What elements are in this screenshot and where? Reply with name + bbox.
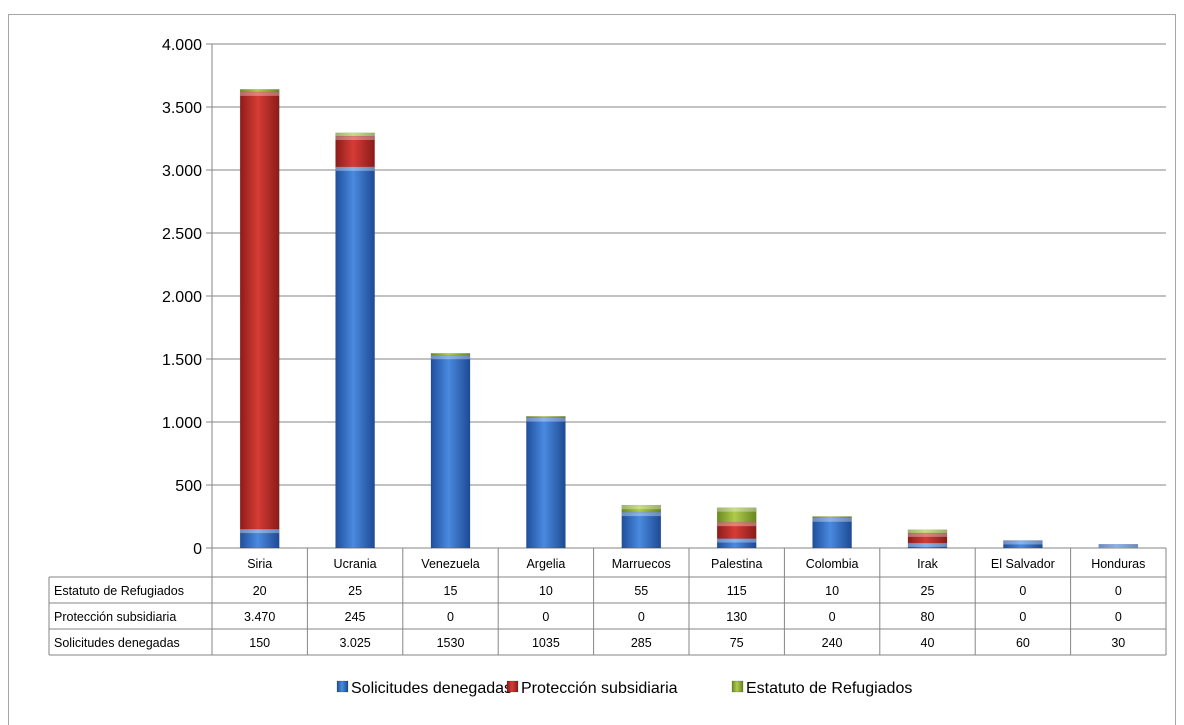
- bar-highlight: [621, 505, 661, 510]
- bar-highlight: [717, 507, 757, 512]
- bar-segment: [812, 516, 852, 519]
- bar-segment: [239, 89, 280, 93]
- table-cell: 10: [825, 584, 839, 598]
- legend-label: Estatuto de Refugiados: [746, 680, 912, 697]
- table-cell: 0: [1019, 610, 1026, 624]
- legend-swatch: [336, 680, 349, 693]
- table-cell: 60: [1016, 636, 1030, 650]
- bar-segment: [335, 135, 375, 168]
- bar-highlight: [335, 132, 375, 136]
- bar-highlight: [1003, 540, 1043, 545]
- table-cell: 0: [447, 610, 454, 624]
- category-label: Irak: [917, 557, 939, 571]
- table-cell: 0: [542, 610, 549, 624]
- legend: Solicitudes denegadas Protección subsidia…: [336, 680, 912, 697]
- bar-segment: [1098, 543, 1139, 549]
- category-label: Ucrania: [334, 557, 377, 571]
- bars: [239, 89, 1139, 549]
- table-cell: 285: [631, 636, 652, 650]
- bar-segment: [812, 517, 852, 549]
- table-cell: 1530: [437, 636, 465, 650]
- category-label: Venezuela: [421, 557, 479, 571]
- table-cell: 245: [345, 610, 366, 624]
- y-tick-label: 3.000: [162, 163, 202, 180]
- bar-segment: [621, 504, 662, 513]
- category-label: Marruecos: [612, 557, 671, 571]
- bar-highlight: [335, 135, 375, 140]
- bar-segment: [621, 511, 662, 549]
- y-tick-label: 4.000: [162, 37, 202, 54]
- bar-segment: [430, 354, 471, 549]
- bar-segment: [526, 417, 566, 549]
- table-cell: 20: [253, 584, 267, 598]
- category-label: Palestina: [711, 557, 762, 571]
- table-cell: 0: [829, 610, 836, 624]
- y-tick-label: 1.000: [162, 415, 202, 432]
- y-axis-ticks: 0 500 1.000 1.500 2.000 2.500 3.000 3.500 4.000: [162, 37, 202, 558]
- data-table: Siria Ucrania Venezuela Argelia Marruecos Pal…: [48, 548, 1167, 656]
- legend-swatch: [506, 680, 519, 693]
- y-tick-label: 500: [175, 478, 202, 495]
- legend-swatch: [731, 680, 744, 693]
- table-cell: 3.470: [244, 610, 275, 624]
- bar-highlight: [717, 538, 757, 543]
- category-label: Honduras: [1091, 557, 1145, 571]
- bar-segment: [1003, 540, 1043, 549]
- table-cell: 15: [444, 584, 458, 598]
- bar-highlight: [621, 512, 661, 517]
- table-cell: 75: [730, 636, 744, 650]
- chart-frame: [8, 14, 1176, 725]
- table-cell: 0: [1115, 610, 1122, 624]
- bar-highlight: [335, 166, 375, 171]
- y-tick-label: 1.500: [162, 352, 202, 369]
- bar-highlight: [907, 542, 948, 547]
- table-cell: 130: [726, 610, 747, 624]
- bar-highlight: [907, 532, 948, 537]
- bar-highlight: [240, 529, 280, 534]
- bar-highlight: [907, 529, 948, 533]
- bar-highlight: [717, 522, 757, 527]
- legend-label: Protección subsidiaria: [521, 680, 678, 697]
- table-cell: 80: [921, 610, 935, 624]
- table-cell: 10: [539, 584, 553, 598]
- table-cell: 240: [822, 636, 843, 650]
- table-cell: 0: [1019, 584, 1026, 598]
- y-tick-label: 2.500: [162, 226, 202, 243]
- bar-highlight: [812, 517, 852, 522]
- table-cell: 40: [921, 636, 935, 650]
- bar-highlight: [430, 355, 471, 360]
- category-label: Argelia: [526, 557, 565, 571]
- table-cell: 150: [249, 636, 270, 650]
- table-row-label: Solicitudes denegadas: [54, 636, 180, 650]
- table-row-label: Protección subsidiaria: [54, 610, 176, 624]
- bar-segment: [907, 529, 948, 534]
- bar-segment: [239, 91, 280, 530]
- y-tick-label: 2.000: [162, 289, 202, 306]
- table-cell: 25: [921, 584, 935, 598]
- bar-segment: [335, 166, 375, 549]
- table-cell: 30: [1111, 636, 1125, 650]
- table-row-label: Estatuto de Refugiados: [54, 584, 184, 598]
- legend-label: Solicitudes denegadas: [351, 680, 512, 697]
- table-cell: 1035: [532, 636, 560, 650]
- bar-segment: [430, 353, 471, 356]
- bar-highlight: [1098, 544, 1138, 548]
- bar-highlight: [526, 417, 566, 422]
- table-cell: 0: [638, 610, 645, 624]
- bar-segment: [716, 507, 757, 523]
- bar-highlight: [240, 91, 280, 96]
- table-cell: 3.025: [339, 636, 370, 650]
- bar-segment: [335, 132, 375, 137]
- bar-segment: [526, 416, 566, 418]
- table-cell: 55: [634, 584, 648, 598]
- category-label: Siria: [247, 557, 272, 571]
- table-cell: 115: [727, 584, 747, 598]
- table-cell: 25: [348, 584, 362, 598]
- table-cell: 0: [1115, 584, 1122, 598]
- y-tick-label: 3.500: [162, 100, 202, 117]
- category-label: Colombia: [806, 557, 859, 571]
- category-label: El Salvador: [991, 557, 1055, 571]
- y-tick-label: 0: [193, 541, 202, 558]
